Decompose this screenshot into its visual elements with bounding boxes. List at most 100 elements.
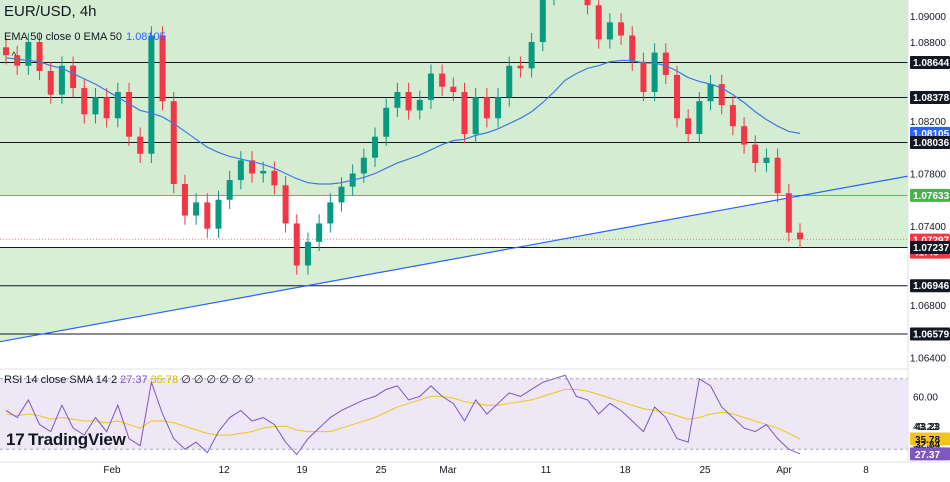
time-tick-label: 25 [699,465,711,476]
candle-body [304,241,311,266]
candle-body [70,65,77,89]
rsi-legend-extra: ∅ ∅ ∅ ∅ ∅ ∅ [181,374,254,386]
candle-body [181,184,188,216]
price-tick-label: 1.06800 [910,301,947,312]
candle-body [450,86,457,92]
price-axis[interactable]: 1.06400 1.06800 1.07400 1.07800 1.08200 1.088… [907,0,950,477]
price-tick-label: 1.08200 [910,117,947,128]
ema-legend[interactable]: EMA 50 close 0 EMA 50 1.08105 [4,31,166,43]
rsi-legend-label: RSI 14 close SMA 14 2 [4,374,118,386]
price-tick-label: 1.07800 [910,169,947,180]
candle-body [316,223,323,242]
candle-body [338,186,345,203]
candle-body [584,0,591,6]
candle-body [394,92,401,108]
price-tag [910,135,950,149]
price-tag [910,240,950,254]
rsi-pane[interactable] [0,374,908,456]
candle-body [618,22,625,36]
candle-body [629,35,636,62]
candle-body [461,92,468,135]
price-tick-label: 1.08800 [910,38,947,49]
candle-body [427,73,434,100]
ema-legend-label: EMA 50 close 0 EMA 50 [4,31,123,43]
candle-body [741,126,748,145]
candle-body [47,70,54,95]
price-tag [910,188,950,202]
candle-body [763,157,770,163]
candle-body [707,84,714,102]
candle-body [215,199,222,229]
candle-body [360,157,367,174]
candle-body [673,74,680,119]
candle-body [696,101,703,135]
candle-body [36,42,43,71]
rsi-tag-label: 32.84 [915,440,940,451]
ema-legend-value: 1.08105 [126,31,166,43]
time-tick-label: 12 [218,465,230,476]
price-tick-label: 1.07400 [910,222,947,233]
candle-body [685,118,692,135]
candle-body [103,97,110,119]
collapse-legend-icon[interactable]: ^ [11,51,17,62]
candle-body [159,35,166,102]
tradingview-logo-text: TradingView [28,430,126,449]
rsi-tag [910,432,950,446]
ema-line [5,57,801,185]
candle-body [495,97,502,119]
candle-body [170,101,177,184]
time-tick-label: Feb [103,465,121,476]
candle-body [92,97,99,115]
rsi-tick-label: 43.23 [913,422,938,433]
candle-body [260,170,267,174]
candle-body [237,160,244,181]
candle-body [293,223,300,266]
candle-body [81,88,88,115]
candle-body [282,185,289,224]
symbol-title[interactable]: EUR/USD, 4h [4,3,97,20]
trend-line [0,175,909,343]
time-tick-label: Apr [776,465,792,476]
candle-body [137,136,144,154]
candle-body [539,0,546,43]
candle-body [193,202,200,216]
price-tag-label: 1.07633 [913,191,950,202]
time-tick-label: 8 [863,465,869,476]
rsi-legend[interactable]: RSI 14 close SMA 14 2 27.37 35.78 ∅ ∅ ∅ ∅ ∅… [4,373,254,386]
price-tag [910,279,950,293]
rsi-tick-label: 60.00 [913,392,938,403]
candle-body [595,5,602,40]
candle-body [472,97,479,135]
rsi-tag-label: 27.37 [915,450,940,461]
rsi-tag [910,447,950,461]
rsi-line [5,374,801,456]
rsi-tag-label: 43.23 [915,422,940,433]
price-pane[interactable] [0,0,950,370]
candle-body [416,99,423,111]
rsi-tick-label: 32.84 [913,440,938,451]
candle-body [58,65,65,95]
tradingview-logo[interactable]: 17 TradingView [6,430,126,450]
time-tick-label: 25 [375,465,387,476]
price-tick-label: 1.06400 [910,353,947,364]
candle-body [729,105,736,127]
rsi-tag-label: 35.78 [915,435,940,446]
price-tag [910,91,950,105]
price-tag [910,56,950,70]
candle-body [148,35,155,154]
candle-body [271,170,278,186]
candle-body [528,42,535,69]
time-axis[interactable]: Feb 12 19 25 Mar 11 18 25 Apr 8 [0,461,950,476]
candle-body [204,202,211,229]
candle-body [651,52,658,92]
price-tag [910,327,950,341]
price-tag-label: 1.08644 [913,58,950,69]
candle-body [517,65,524,69]
rsi-legend-value: 27.37 [120,374,148,386]
candle-body [3,47,9,56]
candle-body [662,52,669,75]
price-tag-label: 1.08378 [913,93,950,104]
price-tag-label: 1.06946 [913,281,950,292]
